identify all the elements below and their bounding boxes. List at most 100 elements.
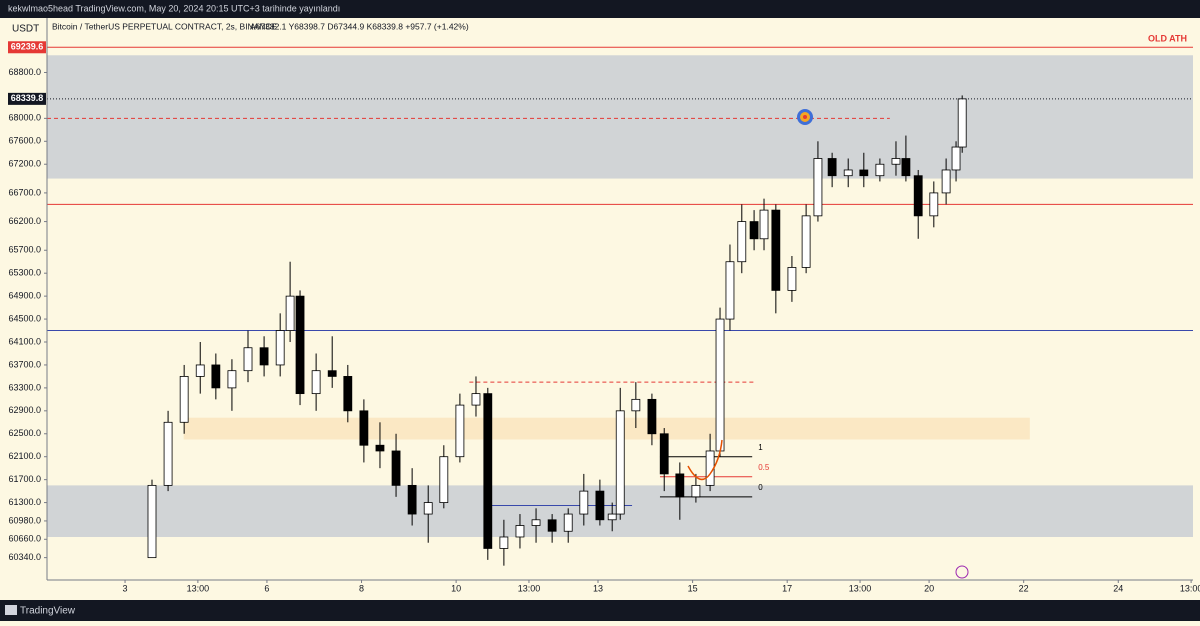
- candle-body: [211, 364, 221, 389]
- candle-body: [843, 169, 853, 177]
- y-tick-label: 67200.0: [8, 159, 41, 169]
- candle-body: [647, 398, 657, 435]
- x-tick-label: 20: [924, 583, 934, 593]
- y-tick-label: 67600.0: [8, 136, 41, 146]
- y-tick-label: 65300.0: [8, 268, 41, 278]
- x-tick-label: 6: [264, 583, 269, 593]
- candle-body: [243, 347, 253, 372]
- candle-body: [891, 158, 901, 165]
- y-tick-label: 62100.0: [8, 451, 41, 461]
- candle-body: [737, 221, 747, 263]
- candle-body: [531, 519, 541, 526]
- candle-body: [295, 295, 305, 395]
- candle-body: [607, 513, 617, 521]
- plot-area: [47, 46, 1193, 566]
- candle-body: [913, 175, 923, 217]
- y-tick-label: 68800.0: [8, 67, 41, 77]
- x-tick-label: 13: [593, 583, 603, 593]
- candle-body: [813, 158, 823, 217]
- fib-label: 1: [758, 443, 763, 452]
- y-tick-label: 64900.0: [8, 291, 41, 301]
- candle-body: [311, 370, 321, 395]
- candle-body: [801, 215, 811, 268]
- tv-logo: [5, 605, 17, 615]
- y-tick-label: 60340.0: [8, 552, 41, 562]
- candle-body: [957, 98, 967, 148]
- zone: [47, 55, 1193, 179]
- candle-body: [515, 525, 525, 538]
- candle-body: [691, 484, 701, 498]
- candle-body: [455, 404, 465, 458]
- footer: TradingView: [20, 606, 76, 617]
- candle-body: [615, 410, 625, 515]
- x-tick-label: 17: [782, 583, 792, 593]
- target-icon: [803, 115, 807, 119]
- candle-body: [659, 433, 669, 475]
- candle-body: [715, 318, 725, 452]
- price-badge-label: 69239.6: [11, 42, 44, 52]
- x-tick-label: 22: [1019, 583, 1029, 593]
- candle-body: [285, 295, 295, 331]
- x-tick-label: 8: [359, 583, 364, 593]
- candle-body: [343, 376, 353, 412]
- candle-body: [951, 146, 961, 171]
- x-tick-label: 24: [1113, 583, 1123, 593]
- y-tick-label: 60980.0: [8, 515, 41, 525]
- candle-body: [901, 158, 911, 177]
- candle-body: [195, 364, 205, 377]
- currency: USDT: [12, 24, 39, 35]
- candle-body: [163, 421, 173, 486]
- candle-body: [375, 444, 385, 452]
- candle-body: [725, 261, 735, 320]
- candle-body: [631, 398, 641, 412]
- x-tick-label: 13:00: [518, 583, 541, 593]
- y-tick-label: 61300.0: [8, 497, 41, 507]
- curve: [687, 439, 723, 481]
- y-tick-label: 62500.0: [8, 428, 41, 438]
- candle-body: [563, 513, 573, 532]
- y-tick-label: 62900.0: [8, 405, 41, 415]
- lightning-icon: [955, 565, 969, 579]
- candle-body: [439, 456, 449, 503]
- candle-body: [147, 484, 157, 559]
- candle-body: [579, 490, 589, 515]
- y-tick-label: 63700.0: [8, 359, 41, 369]
- y-tick-label: 64500.0: [8, 313, 41, 323]
- fib-label: 0: [758, 483, 763, 492]
- y-tick-label: 63300.0: [8, 382, 41, 392]
- candle-body: [423, 502, 433, 515]
- candle-body: [359, 410, 369, 446]
- candle-body: [787, 267, 797, 291]
- y-tick-label: 60660.0: [8, 534, 41, 544]
- candle-body: [471, 393, 481, 406]
- candle-body: [875, 163, 885, 177]
- y-tick-label: 65700.0: [8, 245, 41, 255]
- candle-body: [827, 158, 837, 177]
- price-badge: [8, 92, 46, 105]
- symbol: Bitcoin / TetherUS PERPETUAL CONTRACT, 2…: [52, 21, 278, 31]
- candle-body: [327, 370, 337, 377]
- candle-body: [749, 221, 759, 240]
- x-tick-label: 3: [123, 583, 128, 593]
- candle-body: [675, 473, 685, 498]
- x-tick-label: 13:00: [1180, 583, 1200, 593]
- level-label: OLD ATH: [1148, 34, 1187, 44]
- y-tick-label: 68000.0: [8, 113, 41, 123]
- fib-label: 0.5: [758, 463, 770, 472]
- x-tick-label: 10: [451, 583, 461, 593]
- ohlc: A67382.1 Y68398.7 D67344.9 K68339.8 +957…: [250, 21, 469, 31]
- candle-body: [859, 169, 869, 177]
- candle-body: [941, 169, 951, 194]
- candle-body: [499, 536, 509, 549]
- price-badge-label: 68339.8: [11, 93, 44, 103]
- y-tick-label: 66200.0: [8, 216, 41, 226]
- x-tick-label: 15: [688, 583, 698, 593]
- top-bar: [0, 0, 1200, 18]
- candle-body: [483, 393, 493, 549]
- y-tick-label: 61700.0: [8, 474, 41, 484]
- candle-body: [759, 209, 769, 240]
- candle-body: [227, 370, 237, 389]
- y-tick-label: 66700.0: [8, 187, 41, 197]
